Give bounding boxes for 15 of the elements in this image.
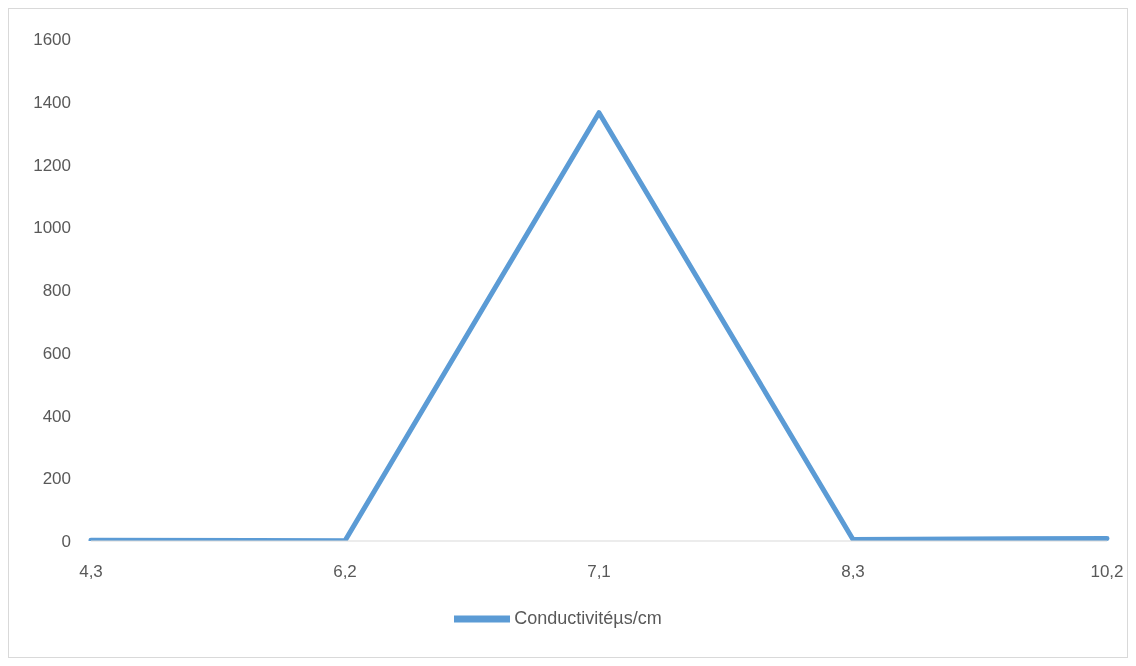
y-tick-label: 1400 — [33, 92, 71, 112]
y-tick-label: 1000 — [33, 218, 71, 238]
x-tick-label: 6,2 — [333, 562, 357, 582]
y-tick-label: 1200 — [33, 155, 71, 175]
y-tick-label: 600 — [42, 343, 71, 363]
y-tick-label: 1600 — [33, 30, 71, 50]
y-tick-label: 800 — [42, 281, 71, 301]
y-tick-label: 400 — [42, 406, 71, 426]
y-tick-label: 0 — [61, 532, 71, 552]
x-tick-label: 4,3 — [79, 562, 103, 582]
x-tick-label: 8,3 — [841, 562, 865, 582]
y-tick-label: 200 — [42, 469, 71, 489]
x-tick-label: 10,2 — [1090, 562, 1124, 582]
x-tick-label: 7,1 — [587, 562, 611, 582]
legend-label: Conductivitéµs/cm — [514, 607, 662, 628]
